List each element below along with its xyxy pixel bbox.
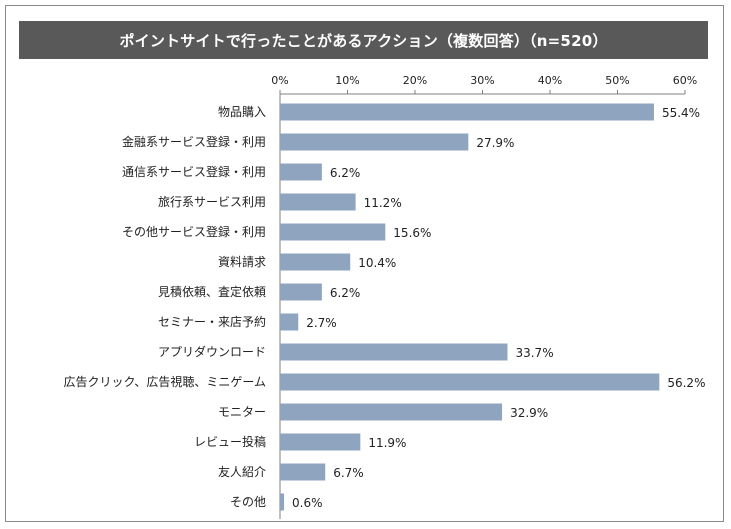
category-label: 金融系サービス登録・利用: [122, 134, 266, 149]
chart-frame: [5, 5, 724, 522]
category-label: レビュー投稿: [194, 434, 266, 449]
value-label: 55.4%: [662, 106, 700, 120]
value-label: 6.2%: [330, 166, 361, 180]
bar: [280, 133, 469, 151]
bar: [280, 223, 386, 241]
chart-title: ポイントサイトで行ったことがあるアクション（複数回答）（n=520）: [19, 21, 708, 59]
category-label: その他: [230, 495, 266, 509]
value-label: 0.6%: [292, 496, 323, 510]
x-tick-label: 50%: [605, 74, 629, 87]
category-label: セミナー・来店予約: [158, 314, 266, 329]
value-label: 2.7%: [306, 316, 337, 330]
bar: [280, 343, 508, 361]
value-label: 11.9%: [368, 436, 406, 450]
category-label: 通信系サービス登録・利用: [122, 164, 266, 179]
value-label: 56.2%: [667, 376, 705, 390]
x-tick-label: 10%: [335, 74, 359, 87]
bar: [280, 283, 322, 301]
category-label: 友人紹介: [218, 465, 266, 479]
value-label: 15.6%: [393, 226, 431, 240]
category-label: 物品購入: [218, 105, 266, 119]
x-tick-label: 60%: [673, 74, 697, 87]
category-label: その他サービス登録・利用: [122, 224, 266, 239]
bar: [280, 193, 356, 211]
bar: [280, 403, 503, 421]
bar: [280, 433, 361, 451]
category-label: 広告クリック、広告視聴、ミニゲーム: [63, 374, 266, 389]
bar: [280, 103, 654, 121]
bar: [280, 313, 299, 331]
bar: [280, 373, 660, 391]
value-label: 6.7%: [333, 466, 364, 480]
bar: [280, 163, 322, 181]
value-label: 11.2%: [364, 196, 402, 210]
value-label: 6.2%: [330, 286, 361, 300]
x-tick-label: 40%: [538, 74, 562, 87]
category-label: 見積依頼、査定依頼: [158, 284, 266, 299]
x-tick-label: 0%: [271, 74, 288, 87]
x-tick-label: 20%: [403, 74, 427, 87]
category-label: 旅行系サービス利用: [158, 195, 266, 209]
category-label: モニター: [218, 405, 266, 419]
bar: [280, 493, 285, 511]
value-label: 27.9%: [476, 136, 514, 150]
bar: [280, 253, 351, 271]
category-label: 資料請求: [218, 255, 266, 269]
value-label: 32.9%: [510, 406, 548, 420]
value-label: 33.7%: [515, 346, 553, 360]
x-tick-label: 30%: [470, 74, 494, 87]
value-label: 10.4%: [358, 256, 396, 270]
bar: [280, 463, 326, 481]
category-label: アプリダウンロード: [158, 344, 266, 359]
